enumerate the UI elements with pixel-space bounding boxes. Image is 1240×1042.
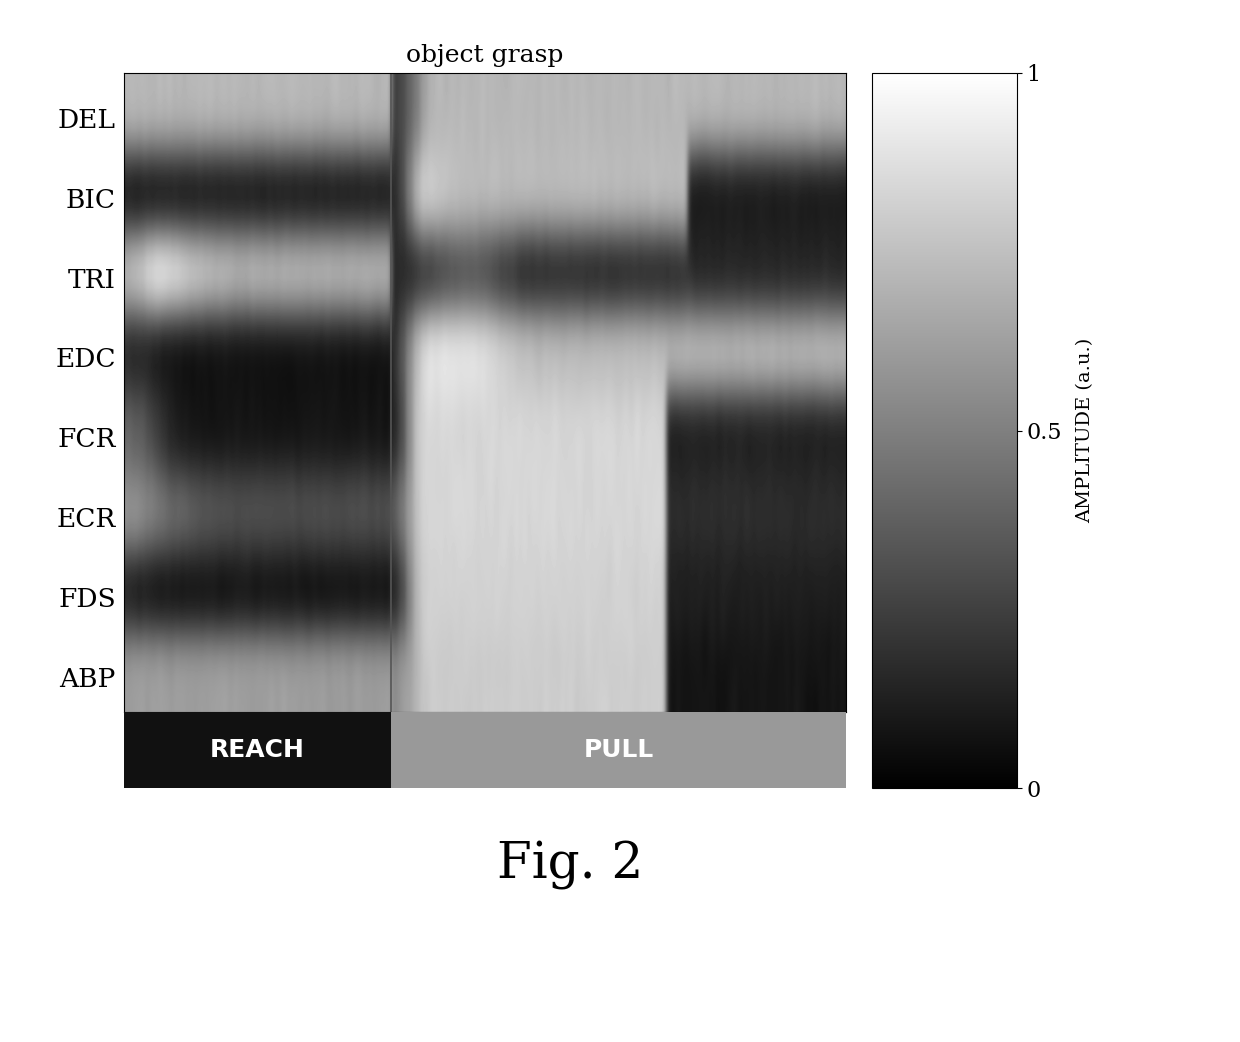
- Y-axis label: AMPLITUDE (a.u.): AMPLITUDE (a.u.): [1076, 338, 1094, 523]
- Text: Fig. 2: Fig. 2: [497, 840, 644, 890]
- Bar: [392, 712, 847, 789]
- Title: object grasp: object grasp: [407, 44, 564, 67]
- Text: REACH: REACH: [211, 738, 305, 762]
- Bar: [124, 712, 392, 789]
- Text: PULL: PULL: [584, 738, 653, 762]
